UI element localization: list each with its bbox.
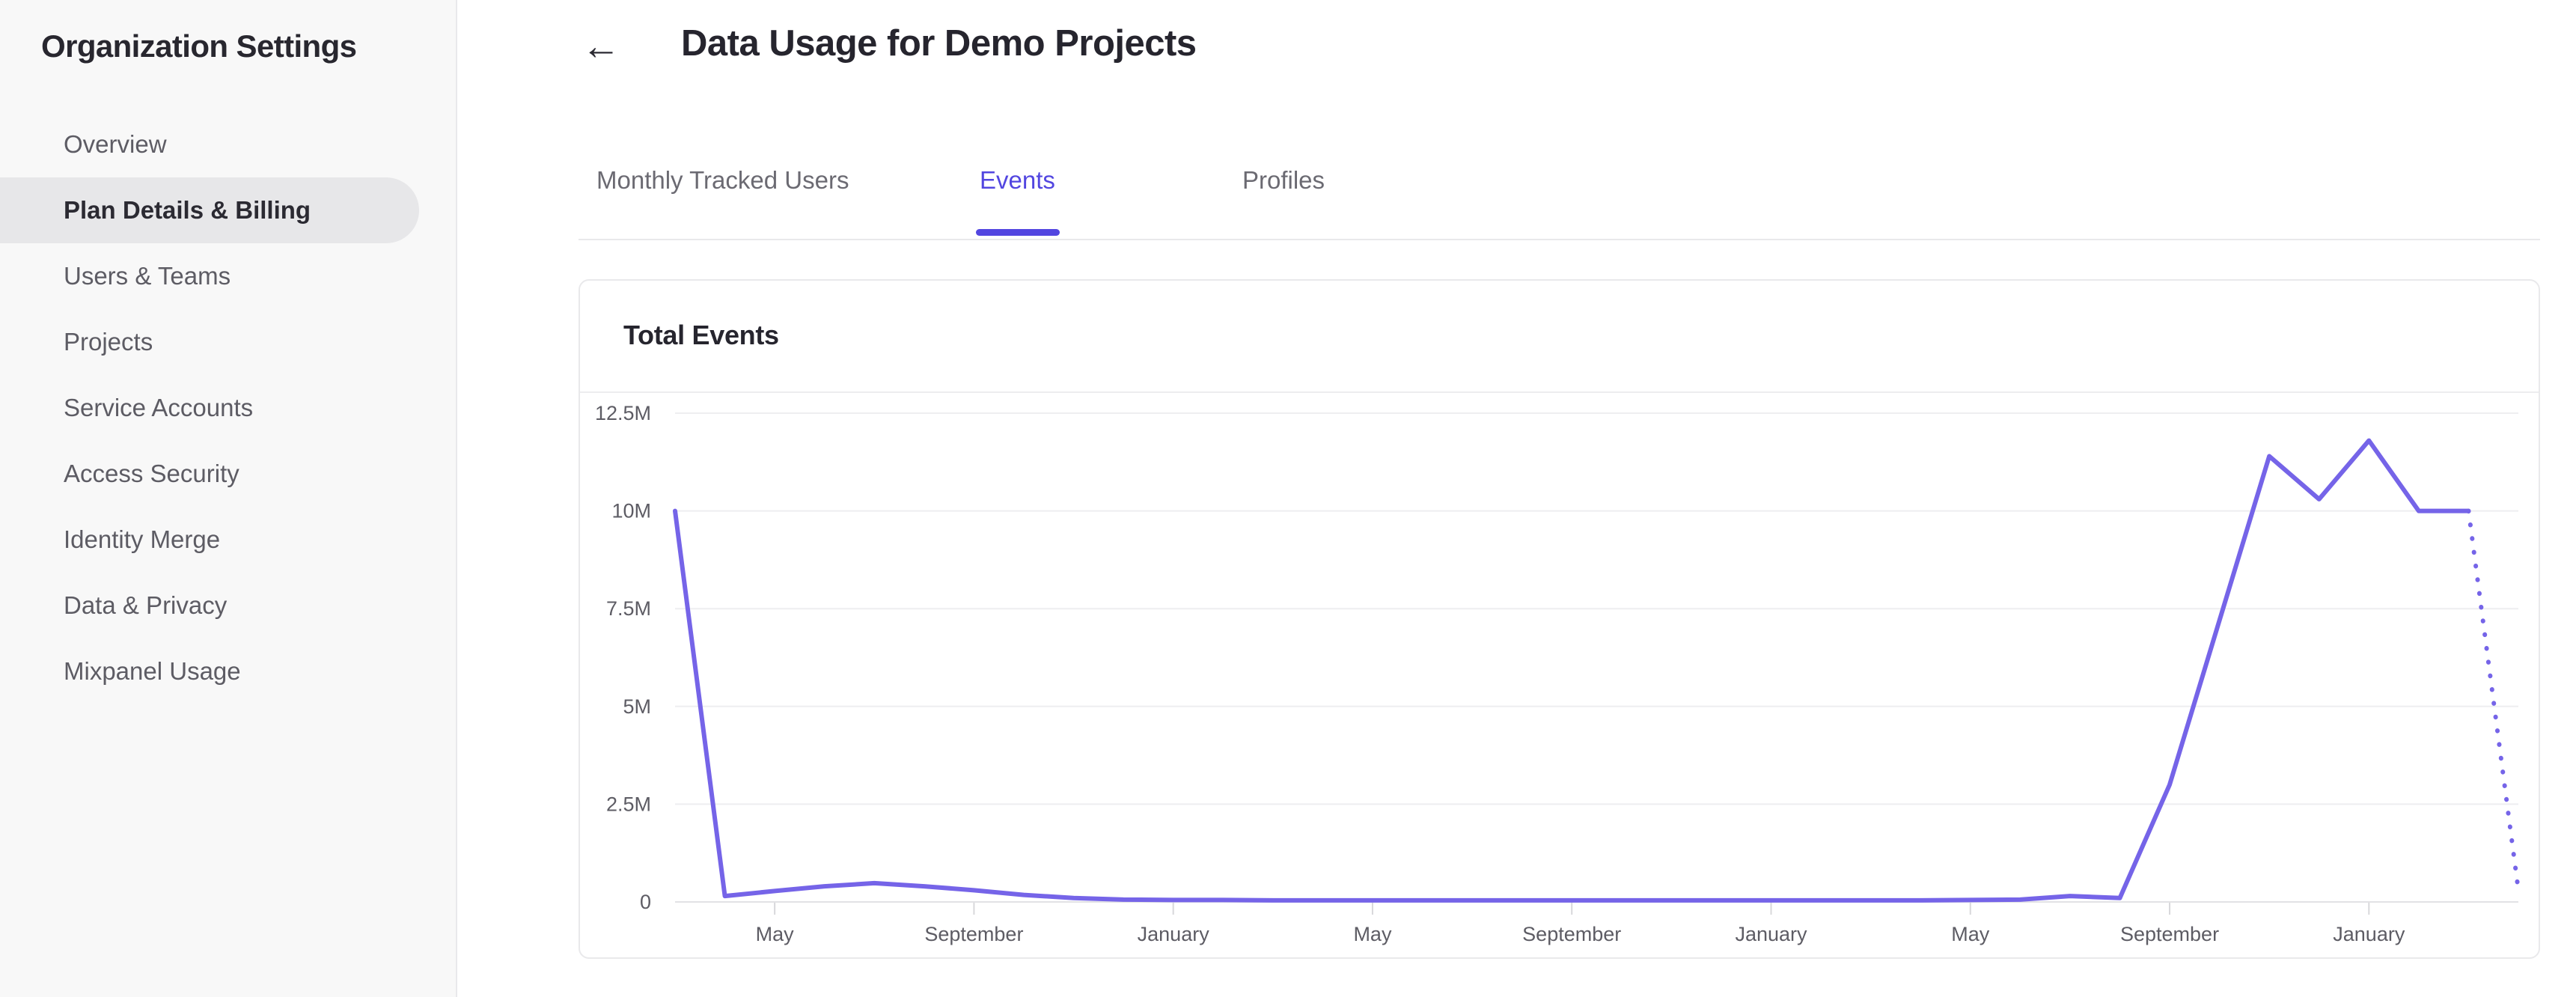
card-title: Total Events [623,320,779,350]
sidebar-item-projects[interactable]: Projects [64,328,153,356]
y-axis-label: 7.5M [606,597,651,620]
main-content: ← Data Usage for Demo Projects Monthly T… [457,0,2576,997]
y-axis-label: 12.5M [595,402,651,424]
x-axis-label: January [1735,923,1807,945]
sidebar-title: Organization Settings [41,28,357,64]
x-axis-label: January [1138,923,1210,945]
tabs-divider [579,239,2540,240]
card-title-divider [580,391,2539,393]
active-tab-underline [976,229,1060,236]
sidebar-item-service-accounts[interactable]: Service Accounts [64,394,254,421]
y-axis-label: 10M [611,500,651,522]
page-title: Data Usage for Demo Projects [681,23,1197,64]
tab-profiles[interactable]: Profiles [1242,166,1325,194]
x-axis-label: May [756,923,795,945]
sidebar-item-data-privacy[interactable]: Data & Privacy [64,591,228,619]
sidebar-item-users-teams[interactable]: Users & Teams [64,262,231,290]
x-axis-label: September [1522,923,1621,945]
sidebar-item-mixpanel-usage[interactable]: Mixpanel Usage [64,657,241,685]
back-button[interactable]: ← [577,22,625,70]
sidebar: Organization Settings Overview Plan Deta… [0,0,457,997]
x-axis-label: January [2333,923,2405,945]
events-series-dotted-projection [2466,508,2521,893]
x-axis-label: May [1353,923,1392,945]
events-series-line [673,438,2471,903]
tab-monthly-tracked-users[interactable]: Monthly Tracked Users [596,166,849,194]
tab-events[interactable]: Events [980,166,1055,194]
y-axis-label: 0 [640,891,651,913]
back-arrow-icon: ← [582,25,620,68]
y-axis-label: 5M [623,695,651,718]
x-axis-label: September [924,923,1023,945]
x-axis-label: May [1951,923,1990,945]
sidebar-item-overview[interactable]: Overview [64,130,167,158]
x-axis-label: September [2120,923,2219,945]
sidebar-item-access-security[interactable]: Access Security [64,460,239,487]
total-events-line-chart: 0 2.5M 5M 7.5M 10M 12.5M May September January Ma… [595,402,2521,945]
y-axis-label: 2.5M [606,793,651,815]
sidebar-item-identity-merge[interactable]: Identity Merge [64,525,221,553]
sidebar-item-plan-details-billing[interactable]: Plan Details & Billing [0,177,419,243]
sidebar-nav: Overview Plan Details & Billing Users & … [0,112,456,704]
total-events-card: Total Events 0 2.5M 5M 7.5M 10M 12.5M May Septe… [579,279,2540,959]
